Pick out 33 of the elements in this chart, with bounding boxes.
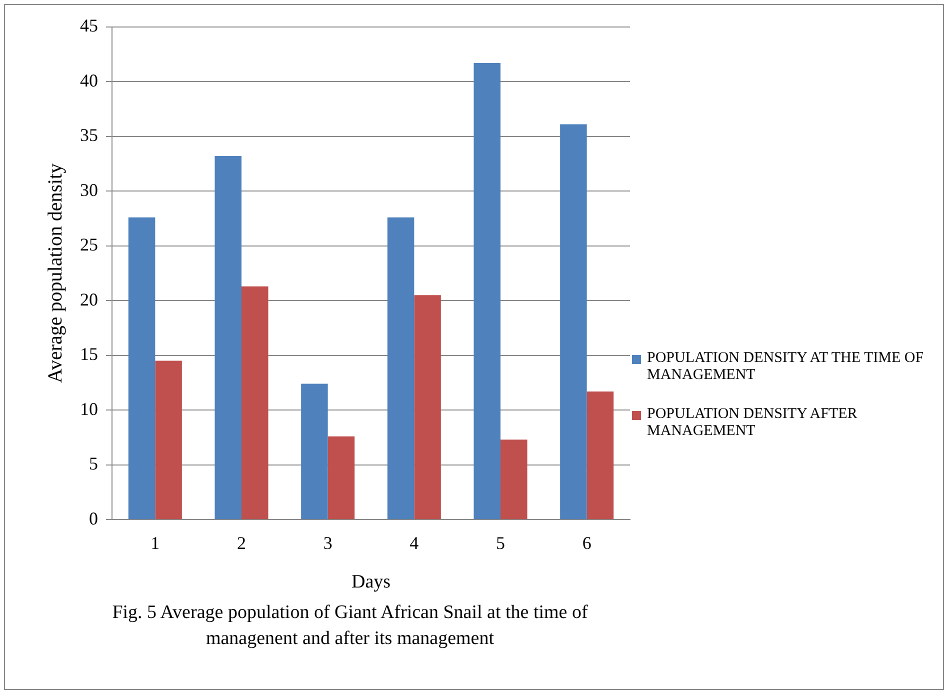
bar xyxy=(586,391,614,520)
x-tick-label: 1 xyxy=(150,533,160,554)
legend-label: POPULATION DENSITY AFTER MANAGEMENT xyxy=(647,406,858,440)
y-tick-label: 40 xyxy=(80,70,98,90)
y-tick-label: 25 xyxy=(80,234,98,255)
x-axis-title: Days xyxy=(351,572,391,593)
y-tick-label: 15 xyxy=(80,344,98,364)
caption: Fig. 5 Average population of Giant African Snail at the time of managenent and after its management xyxy=(111,601,589,651)
y-tick-label: 30 xyxy=(80,180,98,200)
bar xyxy=(242,286,268,520)
x-tick-label: 6 xyxy=(582,533,592,554)
bar xyxy=(500,440,528,520)
x-tick-label: 3 xyxy=(323,533,332,554)
bar xyxy=(214,156,242,520)
bar xyxy=(128,217,156,520)
x-tick-label: 2 xyxy=(237,533,246,554)
y-tick-label: 0 xyxy=(89,508,98,528)
bar xyxy=(414,295,441,520)
bar xyxy=(474,62,500,520)
x-tick-label: 5 xyxy=(496,533,505,554)
y-axis-title: Average population density xyxy=(44,163,66,383)
bar xyxy=(560,124,587,520)
y-tick-label: 45 xyxy=(80,16,98,36)
bar xyxy=(328,436,355,520)
bar xyxy=(155,360,182,520)
y-tick-label: 10 xyxy=(80,398,98,419)
y-tick-label: 20 xyxy=(80,289,98,310)
legend-label: POPULATION DENSITY AT THE TIME OF MANAGEMENT xyxy=(647,350,925,384)
x-tick-label: 4 xyxy=(410,533,419,554)
bar xyxy=(301,384,328,520)
bar xyxy=(387,217,414,520)
y-tick-label: 5 xyxy=(89,454,98,474)
y-tick-label: 35 xyxy=(80,125,98,146)
